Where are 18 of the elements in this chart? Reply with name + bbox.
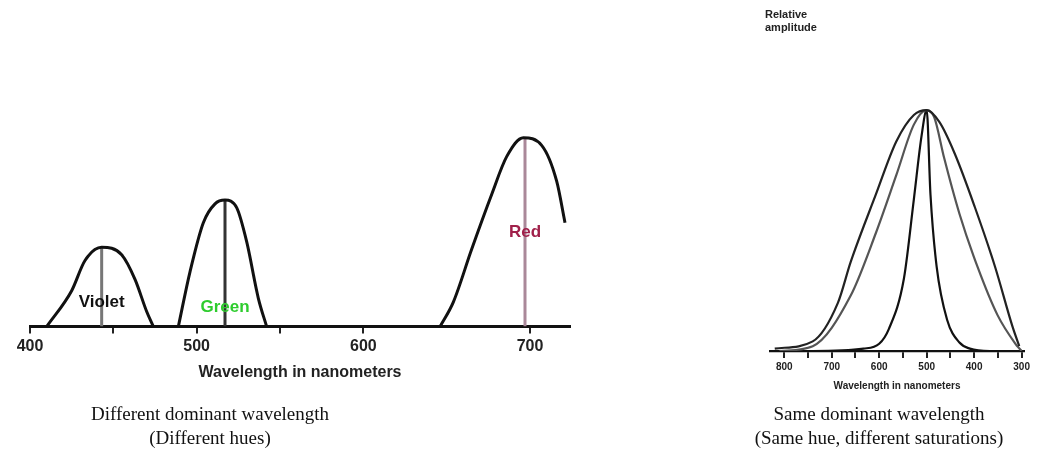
x-tick-label: 400 [16, 336, 44, 354]
x-tick-label: 300 [1013, 360, 1031, 372]
x-axis-title: Wavelength in nanometers [833, 379, 961, 391]
x-tick-label: 700 [516, 336, 544, 354]
x-tick-label: 500 [918, 360, 936, 372]
text: (Different hues) [148, 426, 272, 450]
y-axis-title: Relative amplitude [765, 8, 818, 34]
x-tick-label: 700 [823, 360, 841, 372]
x-axis-title: Wavelength in nanometers [198, 362, 402, 380]
x-tick-label: 800 [775, 360, 794, 372]
x-tick-label: 500 [183, 336, 211, 354]
x-tick-label: 600 [870, 360, 888, 372]
text: Different dominant wavelength [89, 402, 331, 426]
text: Same dominant wavelength [772, 402, 986, 426]
annotation: Red [508, 221, 542, 241]
x-tick-label: 400 [965, 360, 983, 372]
text: (Same hue, different saturations) [753, 426, 1005, 450]
x-tick-label: 600 [349, 336, 377, 354]
